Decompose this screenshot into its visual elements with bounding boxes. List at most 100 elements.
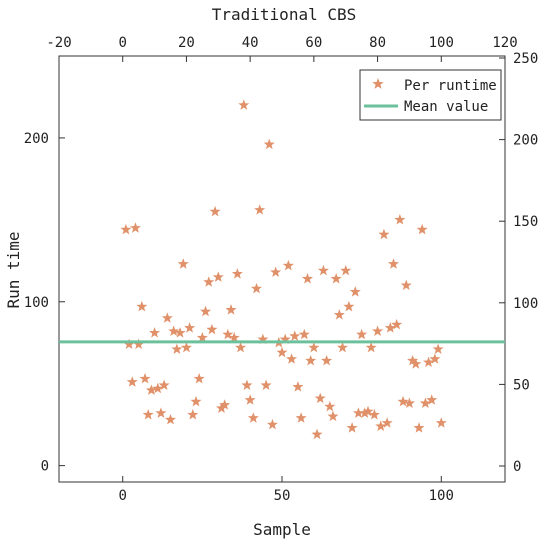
data-point [174, 327, 186, 338]
data-point [126, 376, 138, 387]
x-tick-label: 0 [118, 488, 126, 504]
data-point [266, 418, 278, 430]
top-tick-label: 100 [429, 35, 454, 51]
data-point [426, 394, 438, 405]
data-point [365, 341, 377, 353]
data-point [362, 405, 374, 417]
data-point [225, 304, 237, 315]
data-point [196, 332, 208, 343]
data-point [241, 379, 253, 391]
data-point [403, 397, 415, 409]
right-axis-ticks: 0 50 100 150 200 250 [499, 51, 538, 475]
data-point [164, 413, 177, 425]
right-tick-label: 0 [513, 459, 521, 475]
data-point [155, 407, 167, 418]
data-point [314, 392, 326, 404]
data-point [145, 384, 157, 395]
data-point [340, 264, 352, 276]
data-point [337, 341, 349, 353]
legend: Per runtime Mean value [359, 69, 502, 121]
data-point [142, 409, 154, 420]
data-point [168, 325, 180, 336]
data-point [247, 412, 259, 423]
data-point [282, 259, 294, 271]
data-point [387, 258, 400, 269]
data-marks [59, 99, 505, 440]
data-point [419, 397, 431, 409]
data-point [228, 332, 240, 343]
bottom-axis-ticks: 0 50 100 [118, 476, 454, 504]
data-point [359, 407, 371, 418]
data-point [289, 330, 301, 341]
data-point [333, 309, 345, 320]
data-point [279, 333, 291, 345]
data-point [203, 276, 215, 287]
data-point [330, 273, 342, 284]
data-point [161, 312, 173, 323]
data-point [352, 407, 364, 418]
right-tick-label: 100 [513, 296, 538, 312]
data-point [209, 205, 221, 217]
data-point [171, 343, 183, 354]
data-point [381, 417, 393, 428]
data-point [200, 305, 212, 317]
data-point [238, 99, 250, 110]
data-point [432, 343, 444, 354]
data-point [180, 341, 192, 353]
data-point [212, 271, 224, 282]
y-tick-label: 100 [24, 295, 49, 311]
data-point [254, 204, 266, 215]
data-point [129, 222, 141, 233]
top-axis-title: Traditional CBS [212, 5, 357, 24]
legend-label-per-runtime: Per runtime [404, 78, 497, 94]
legend-box [359, 69, 502, 121]
data-point [349, 286, 361, 297]
data-point [413, 422, 425, 433]
data-point [292, 381, 304, 392]
data-point [215, 402, 227, 413]
data-point [324, 400, 336, 412]
left-axis-ticks: 0 100 200 [24, 131, 65, 475]
data-point [317, 264, 329, 276]
data-point [356, 328, 368, 340]
top-tick-label: 120 [492, 35, 517, 51]
top-tick-label: -20 [46, 35, 71, 51]
data-point [139, 372, 151, 384]
y-axis-title: Run time [4, 231, 23, 308]
data-point [187, 409, 199, 420]
data-point [123, 338, 135, 350]
legend-label-mean-value: Mean value [404, 99, 488, 115]
top-tick-label: 0 [118, 35, 126, 51]
data-point [391, 318, 403, 330]
data-point [429, 353, 441, 364]
data-point [378, 228, 390, 240]
data-point [136, 300, 148, 312]
y-tick-label: 200 [24, 131, 49, 147]
top-tick-label: 40 [242, 35, 259, 51]
x-axis-title: Sample [253, 520, 311, 539]
data-point [368, 409, 380, 420]
data-point [397, 395, 409, 407]
data-point [270, 266, 282, 277]
data-point [177, 258, 189, 269]
data-point [298, 328, 310, 340]
data-point [375, 420, 387, 431]
data-point [286, 353, 298, 364]
legend-star-marker [372, 78, 384, 89]
data-point [257, 333, 269, 345]
top-axis-ticks: -20 0 20 40 60 80 100 120 [46, 35, 518, 62]
right-tick-label: 250 [513, 51, 538, 67]
data-point [410, 358, 422, 369]
y-tick-label: 0 [41, 459, 49, 475]
data-point [308, 341, 320, 353]
data-point [295, 412, 307, 423]
data-point [120, 223, 132, 235]
data-point [407, 354, 419, 366]
top-tick-label: 60 [305, 35, 322, 51]
data-point [219, 399, 231, 410]
data-point [346, 422, 358, 433]
data-point [149, 327, 161, 338]
data-point [400, 279, 412, 291]
data-point [311, 428, 323, 440]
